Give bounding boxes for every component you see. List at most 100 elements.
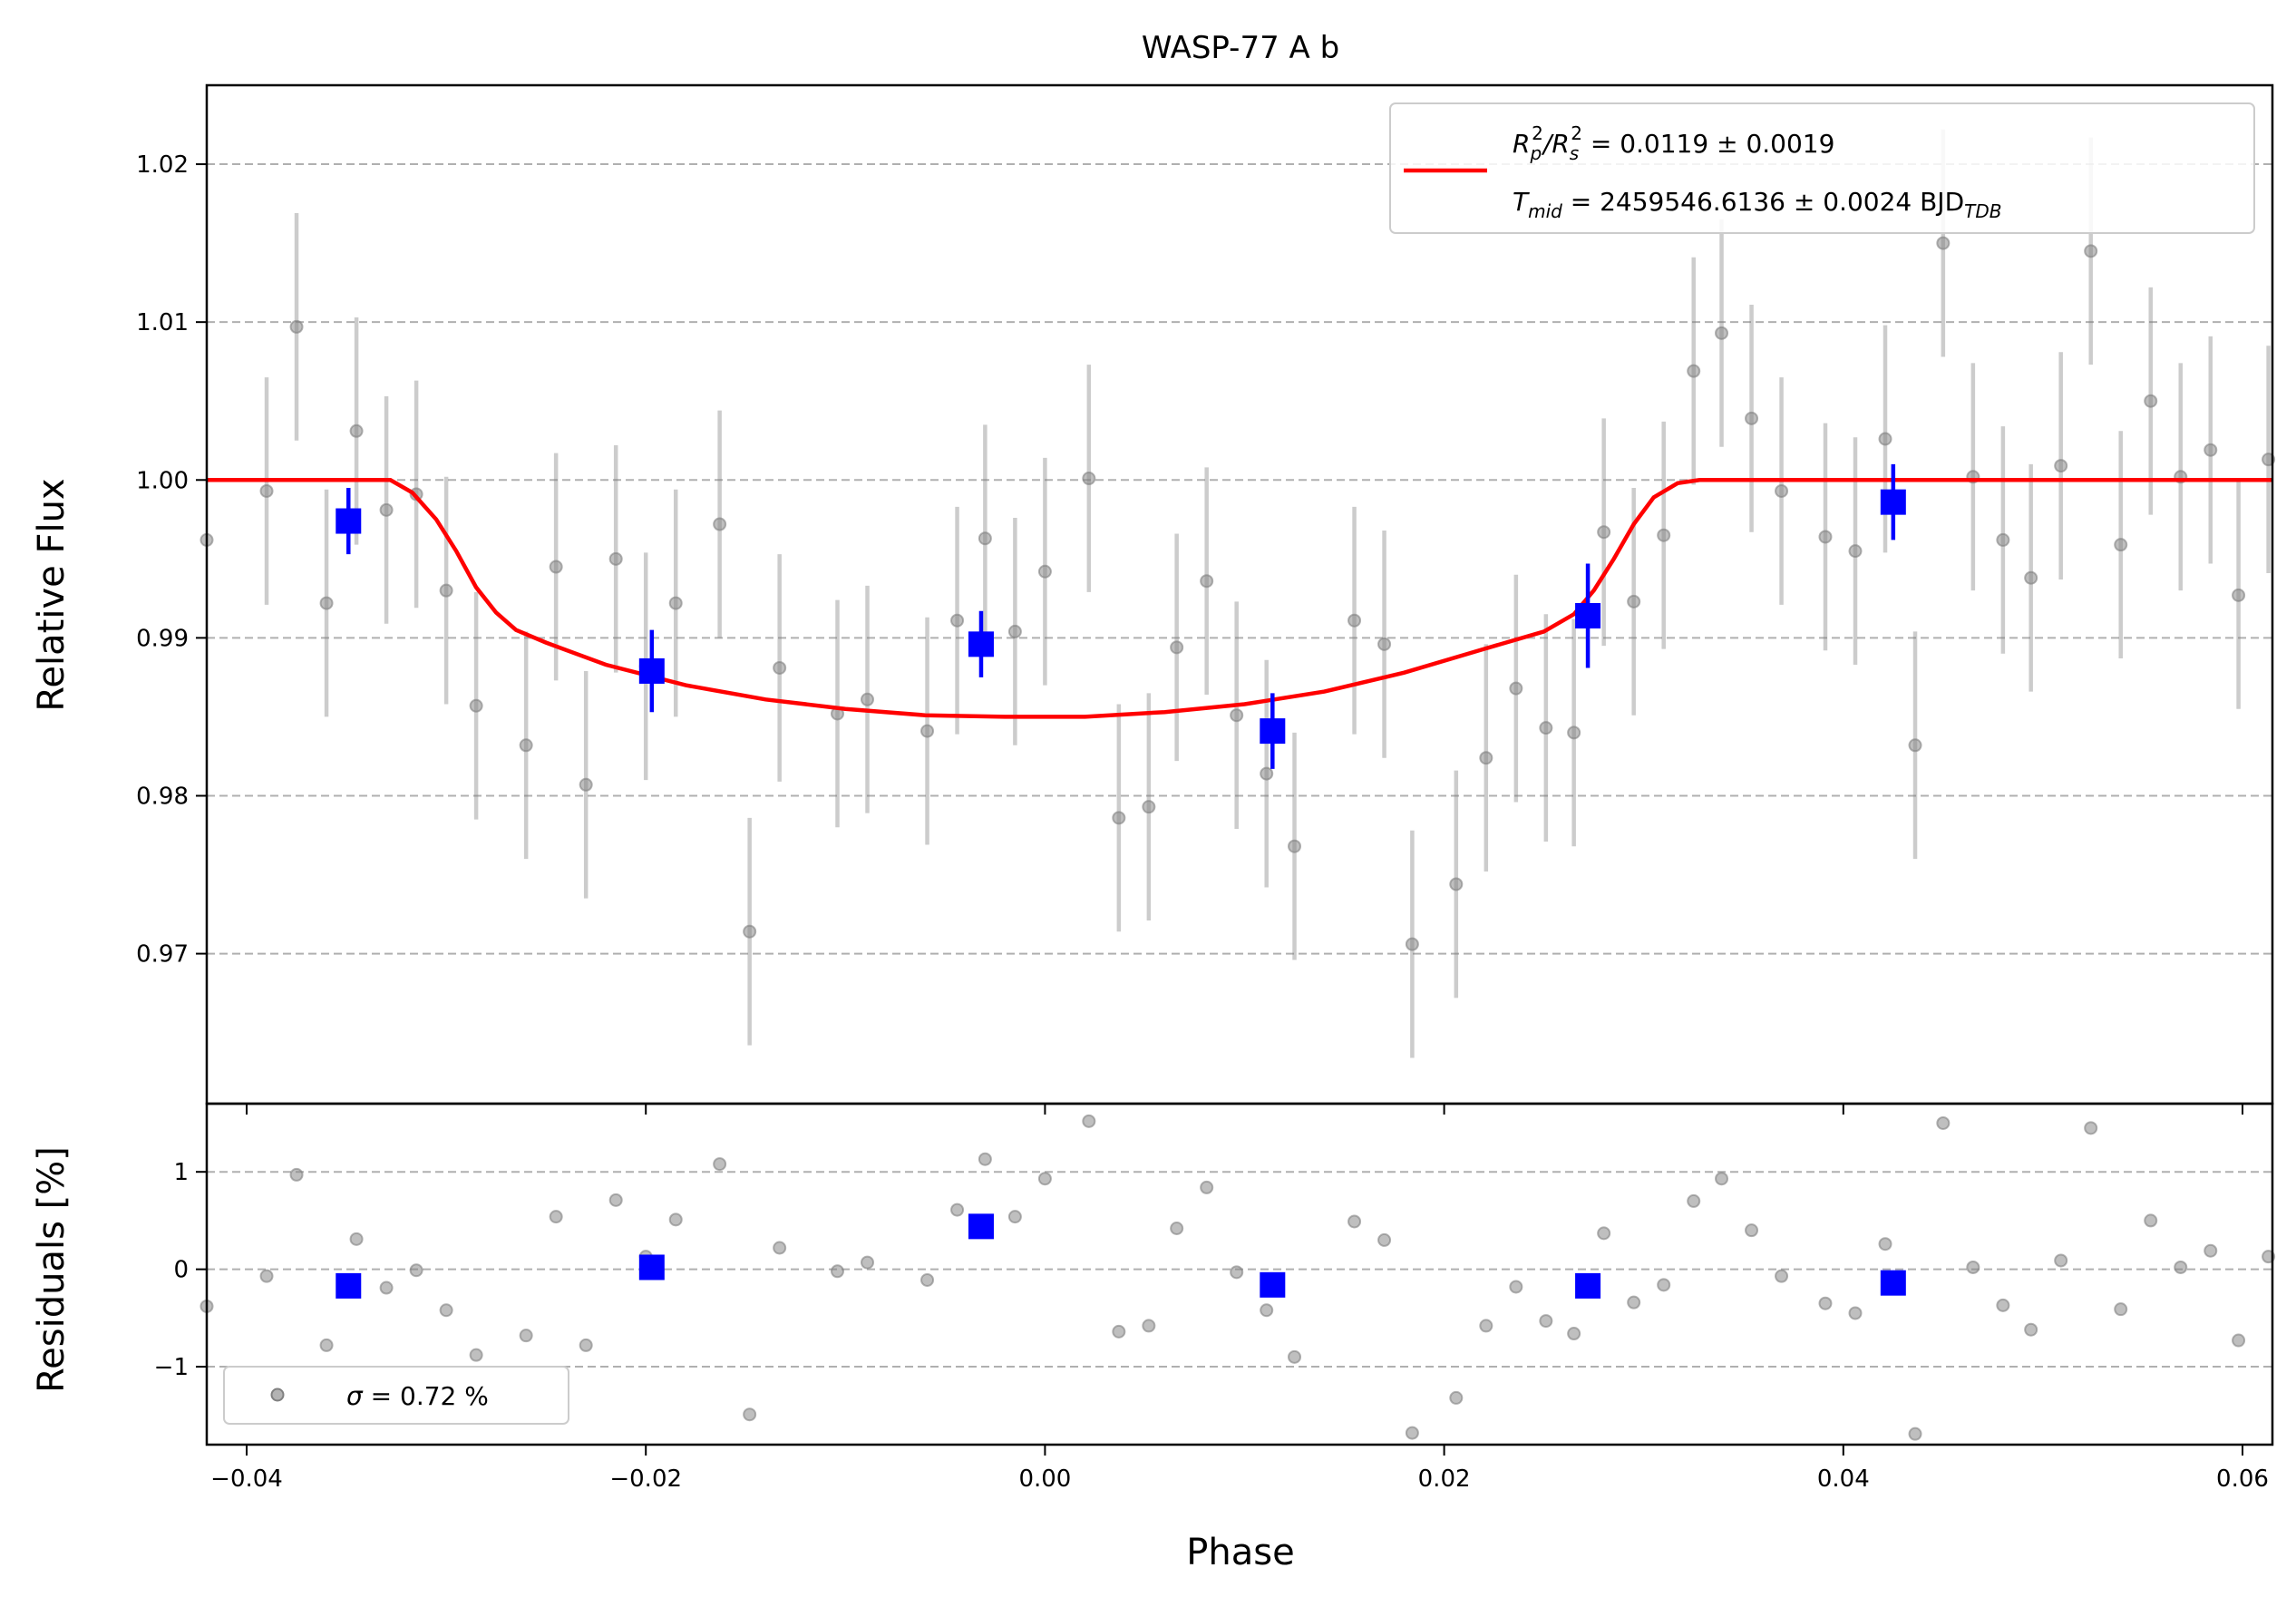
flux-raw-point xyxy=(2204,443,2218,457)
flux-y-tick-label: 0.97 xyxy=(136,941,189,969)
flux-y-tick-label: 1.00 xyxy=(136,467,189,494)
residuals-raw-point xyxy=(1037,1172,1052,1186)
residuals-raw-point xyxy=(579,1338,593,1352)
flux-raw-point xyxy=(743,924,757,939)
residuals-raw-point xyxy=(1230,1265,1244,1280)
flux-binned-point xyxy=(968,631,994,657)
flux-raw-point xyxy=(2114,538,2128,552)
residuals-raw-point xyxy=(1539,1314,1553,1329)
residuals-raw-point xyxy=(743,1407,757,1422)
residuals-raw-point xyxy=(1509,1280,1523,1294)
residuals-raw-point xyxy=(1082,1114,1096,1128)
flux-raw-point xyxy=(1509,681,1523,696)
residuals-raw-point xyxy=(1966,1260,1980,1274)
flux-raw-point xyxy=(259,483,274,498)
residuals-raw-point xyxy=(1715,1172,1729,1186)
flux-raw-point xyxy=(1479,751,1493,765)
flux-raw-point xyxy=(439,583,453,598)
residuals-binned-point xyxy=(1880,1270,1906,1296)
residuals-raw-point xyxy=(319,1338,334,1352)
residuals-raw-point xyxy=(1260,1303,1274,1318)
flux-binned-point xyxy=(1575,603,1601,629)
residuals-raw-point xyxy=(861,1255,875,1270)
residuals-raw-point xyxy=(2114,1302,2128,1317)
residuals-raw-point xyxy=(1142,1319,1156,1333)
residuals-raw-point xyxy=(1170,1222,1184,1236)
residuals-raw-point xyxy=(1347,1214,1362,1229)
flux-y-tick-label: 0.98 xyxy=(136,783,189,810)
flux-raw-point xyxy=(519,738,533,753)
flux-raw-point xyxy=(1996,532,2010,547)
residuals-raw-point xyxy=(713,1157,727,1172)
residuals-raw-point xyxy=(1112,1324,1126,1339)
flux-raw-point xyxy=(668,596,683,610)
flux-raw-point xyxy=(1878,432,1892,446)
residuals-raw-point xyxy=(1687,1193,1701,1208)
chart-title: WASP-77 A b xyxy=(1142,30,1339,66)
flux-binned-point xyxy=(638,657,665,684)
residuals-y-ticks: −1 0 1 xyxy=(154,1159,207,1381)
residuals-raw-point xyxy=(1936,1115,1951,1130)
flux-raw-point xyxy=(1260,766,1274,781)
residuals-raw-point xyxy=(1996,1298,2010,1312)
residuals-raw-point xyxy=(1567,1327,1581,1341)
residuals-x-ticks: −0.04 −0.02 0.00 0.02 0.04 0.06 xyxy=(210,1445,2269,1493)
flux-binned-point xyxy=(336,508,362,534)
flux-legend: Rp2/Rs2 = 0.0119 ± 0.0019 Tmid = 2459546… xyxy=(1389,102,2255,234)
flux-raw-point xyxy=(1170,640,1184,655)
flux-raw-point xyxy=(1627,594,1641,609)
residuals-y-tick-label: 1 xyxy=(173,1159,189,1186)
residuals-raw-point xyxy=(1479,1319,1493,1333)
residuals-legend-label: σ = 0.72 % xyxy=(346,1381,489,1411)
flux-y-axis-label: Relative Flux xyxy=(31,478,73,711)
flux-raw-points xyxy=(199,129,2276,1058)
residuals-raw-point xyxy=(1449,1390,1464,1405)
flux-raw-point xyxy=(379,502,394,517)
flux-raw-point xyxy=(1112,811,1126,825)
flux-raw-point xyxy=(1082,472,1096,486)
residuals-y-tick-label: 0 xyxy=(173,1257,189,1284)
x-tick-label: 0.02 xyxy=(1418,1466,1471,1493)
flux-raw-point xyxy=(319,596,334,610)
flux-raw-point xyxy=(2232,588,2246,602)
flux-raw-point xyxy=(469,698,483,713)
flux-y-tick-label: 0.99 xyxy=(136,625,189,652)
residuals-binned-point xyxy=(638,1254,665,1281)
x-tick-label: −0.04 xyxy=(210,1466,283,1493)
flux-raw-point xyxy=(1405,937,1419,951)
residuals-binned-point xyxy=(1575,1272,1601,1299)
flux-raw-point xyxy=(950,613,965,628)
flux-raw-point xyxy=(1848,544,1863,559)
flux-raw-point xyxy=(978,531,992,546)
flux-raw-point xyxy=(1745,411,1759,425)
residuals-raw-point xyxy=(1848,1306,1863,1320)
residuals-raw-point xyxy=(289,1167,304,1182)
residuals-legend-box xyxy=(223,1366,569,1425)
residuals-raw-point xyxy=(2204,1243,2218,1258)
residuals-raw-point xyxy=(1597,1226,1611,1241)
residuals-raw-point xyxy=(920,1272,935,1287)
residuals-legend: σ = 0.72 % xyxy=(223,1366,569,1425)
residuals-raw-point xyxy=(1627,1295,1641,1310)
x-axis-label: Phase xyxy=(1186,1532,1294,1573)
residuals-raw-point xyxy=(2084,1121,2098,1135)
residuals-binned-points xyxy=(336,1213,1906,1299)
legend-line-2: Tmid = 2459546.6136 ± 0.0024 BJDTDB xyxy=(1513,187,2001,222)
flux-raw-point xyxy=(549,560,563,574)
flux-raw-point xyxy=(920,724,935,738)
x-tick-label: −0.02 xyxy=(609,1466,682,1493)
flux-raw-point xyxy=(1818,530,1833,544)
residuals-raw-point xyxy=(1775,1269,1789,1283)
flux-raw-point xyxy=(1657,528,1671,542)
flux-raw-point xyxy=(289,319,304,334)
residuals-raw-point xyxy=(1405,1426,1419,1440)
flux-raw-point xyxy=(1347,613,1362,628)
residuals-raw-point xyxy=(2144,1213,2158,1228)
flux-raw-point xyxy=(2024,570,2038,585)
residuals-binned-point xyxy=(336,1272,362,1299)
flux-binned-points xyxy=(336,463,1906,769)
residuals-raw-point xyxy=(1818,1296,1833,1310)
x-tick-label: 0.06 xyxy=(2216,1466,2269,1493)
flux-raw-point xyxy=(773,660,787,675)
